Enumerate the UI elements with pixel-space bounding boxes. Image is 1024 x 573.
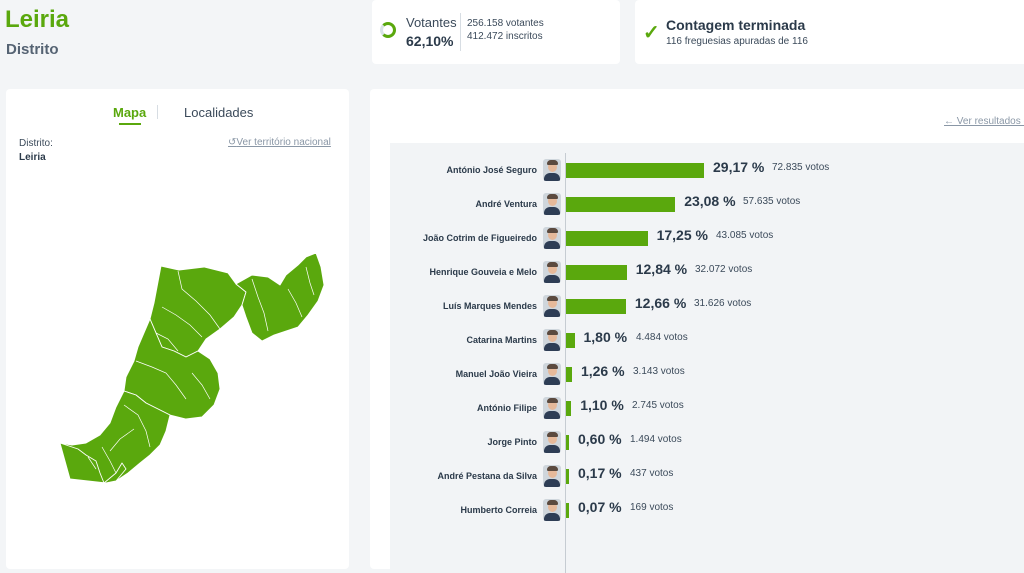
candidate-name: André Pestana da Silva <box>437 471 537 481</box>
candidate-votes: 2.745 votos <box>632 400 684 411</box>
candidate-bar <box>566 163 704 178</box>
candidate-percent: 1,10 % <box>580 397 624 413</box>
candidate-avatar <box>543 193 561 215</box>
candidate-bar <box>566 333 575 348</box>
candidate-percent: 0,07 % <box>578 499 622 515</box>
candidate-votes: 437 votos <box>630 468 674 479</box>
candidate-votes: 32.072 votos <box>695 264 753 275</box>
contagem-card: ✓ Contagem terminada 116 freguesias apur… <box>635 0 1024 64</box>
candidate-name: Henrique Gouveia e Melo <box>429 267 537 277</box>
candidate-votes: 72.835 votos <box>772 162 830 173</box>
candidate-name: Jorge Pinto <box>487 437 537 447</box>
candidate-avatar <box>543 363 561 385</box>
candidate-name: Manuel João Vieira <box>455 369 537 379</box>
candidate-bar <box>566 435 569 450</box>
candidate-name: António Filipe <box>477 403 537 413</box>
candidate-name: Humberto Correia <box>460 505 537 515</box>
votantes-card: Votantes 62,10% 256.158 votantes 412.472… <box>372 0 620 64</box>
candidate-row: Henrique Gouveia e Melo 12,84 % 32.072 vot… <box>390 259 1024 287</box>
contagem-subtitle: 116 freguesias apuradas de 116 <box>666 36 808 47</box>
votantes-label: Votantes <box>406 15 457 30</box>
candidate-votes: 31.626 votos <box>694 298 752 309</box>
reset-icon: ↺ <box>228 137 237 148</box>
candidate-row: André Ventura 23,08 % 57.635 votos <box>390 191 1024 219</box>
results-bar-chart: António José Seguro 29,17 % 72.835 votos An… <box>390 143 1024 573</box>
candidate-percent: 23,08 % <box>684 193 736 209</box>
candidate-row: Manuel João Vieira 1,26 % 3.143 votos <box>390 361 1024 389</box>
ver-resultados-link[interactable]: ← Ver resultados c <box>944 116 1024 127</box>
candidate-row: Jorge Pinto 0,60 % 1.494 votos <box>390 429 1024 457</box>
candidate-name: Luís Marques Mendes <box>442 301 537 311</box>
candidate-row: André Pestana da Silva 0,17 % 437 votos <box>390 463 1024 491</box>
candidate-name: André Ventura <box>475 199 537 209</box>
check-icon: ✓ <box>643 22 660 44</box>
candidate-name: Catarina Martins <box>466 335 537 345</box>
candidate-percent: 17,25 % <box>656 227 708 243</box>
candidate-row: Humberto Correia 0,07 % 169 votos <box>390 497 1024 525</box>
candidate-percent: 12,84 % <box>635 261 688 277</box>
candidate-avatar <box>543 295 561 317</box>
results-panel: ← Ver resultados c António José Seguro 29… <box>370 89 1024 573</box>
candidate-row: Catarina Martins 1,80 % 4.484 votos <box>390 327 1024 355</box>
candidate-percent: 29,17 % <box>713 159 765 175</box>
candidate-votes: 57.635 votos <box>743 196 801 207</box>
tab-mapa[interactable]: Mapa <box>113 105 147 120</box>
candidate-votes: 169 votos <box>630 502 674 513</box>
candidate-avatar <box>543 431 561 453</box>
candidate-avatar <box>543 465 561 487</box>
map-region <box>123 318 221 420</box>
candidate-bar <box>566 197 676 212</box>
votantes-count: 256.158 votantes <box>467 18 544 29</box>
contagem-title: Contagem terminada <box>666 17 806 33</box>
candidate-bar <box>566 231 648 246</box>
tab-localidades[interactable]: Localidades <box>184 105 254 120</box>
candidate-avatar <box>543 329 561 351</box>
candidate-row: João Cotrim de Figueiredo 17,25 % 43.085 v… <box>390 225 1024 253</box>
candidate-votes: 1.494 votos <box>630 434 682 445</box>
candidate-avatar <box>543 397 561 419</box>
candidate-bar <box>566 265 627 280</box>
candidate-row: António José Seguro 29,17 % 72.835 votos <box>390 157 1024 185</box>
ver-territorio-link[interactable]: ↺Ver território nacional <box>228 137 331 148</box>
candidate-avatar <box>543 499 561 521</box>
candidate-votes: 3.143 votos <box>633 366 685 377</box>
inscritos-count: 412.472 inscritos <box>467 31 543 42</box>
candidate-row: António Filipe 1,10 % 2.745 votos <box>390 395 1024 423</box>
candidate-name: João Cotrim de Figueiredo <box>422 233 537 243</box>
candidate-bar <box>566 367 572 382</box>
candidate-percent: 0,17 % <box>578 465 622 481</box>
map-region <box>235 252 325 342</box>
candidate-avatar <box>543 159 561 181</box>
candidate-votes: 43.085 votos <box>716 230 774 241</box>
tab-divider <box>157 105 158 119</box>
candidate-bar <box>566 401 572 416</box>
distrito-label: Distrito: <box>19 138 53 149</box>
candidate-avatar <box>543 261 561 283</box>
candidate-percent: 1,80 % <box>583 329 628 345</box>
map-region <box>59 442 127 484</box>
page-title: Leiria <box>5 6 70 33</box>
active-tab-indicator <box>119 123 141 125</box>
candidate-bar <box>566 503 569 518</box>
candidate-name: António José Seguro <box>446 165 537 175</box>
map-region <box>149 265 247 358</box>
district-map[interactable] <box>6 89 349 569</box>
candidate-percent: 12,66 % <box>634 295 687 311</box>
chart-axis-line <box>565 153 566 573</box>
ver-territorio-label: Ver território nacional <box>236 137 331 148</box>
votantes-percent: 62,10% <box>406 33 454 49</box>
candidate-percent: 1,26 % <box>580 363 625 379</box>
map-panel: Mapa Localidades Distrito: Leiria ↺Ver t… <box>6 89 349 569</box>
distrito-value: Leiria <box>19 152 46 163</box>
candidate-bar <box>566 299 626 314</box>
candidate-votes: 4.484 votos <box>636 332 688 343</box>
turnout-ring-icon <box>380 22 396 38</box>
divider <box>460 13 461 51</box>
candidate-bar <box>566 469 569 484</box>
candidate-row: Luís Marques Mendes 12,66 % 31.626 votos <box>390 293 1024 321</box>
page-subtitle: Distrito <box>6 41 59 58</box>
candidate-avatar <box>543 227 561 249</box>
candidate-percent: 0,60 % <box>578 431 622 447</box>
